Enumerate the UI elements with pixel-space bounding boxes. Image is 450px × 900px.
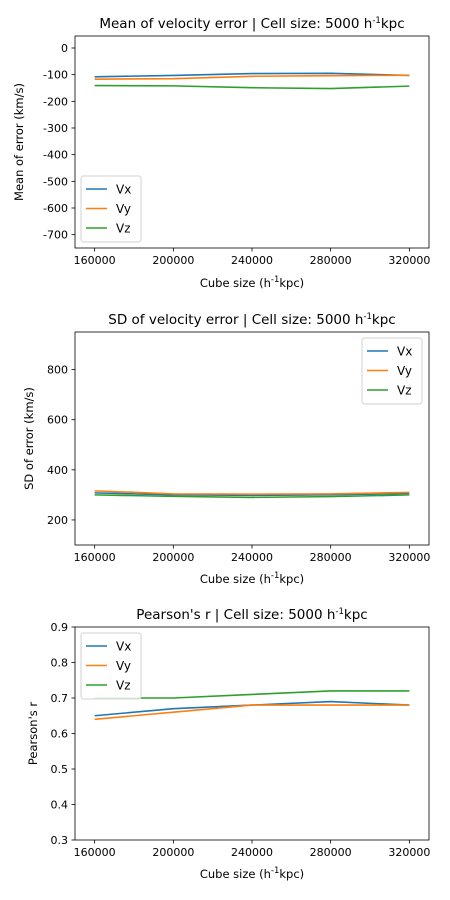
x-tick-label: 160000 [74, 254, 116, 267]
x-tick-label: 280000 [310, 254, 352, 267]
y-tick-label: 0.7 [51, 692, 69, 705]
x-tick-label: 320000 [388, 846, 430, 859]
legend-label-vy: Vy [116, 202, 131, 216]
x-tick-label: 280000 [310, 551, 352, 564]
x-tick-label: 280000 [310, 846, 352, 859]
legend-label-vy: Vy [397, 364, 412, 378]
y-axis-label: SD of error (km/s) [22, 387, 36, 490]
series-line-vz [94, 84, 410, 90]
chart-panel-2: SD of velocity error | Cell size: 5000 h… [22, 312, 430, 586]
y-tick-label: -600 [43, 202, 68, 215]
legend-box [80, 175, 142, 243]
legend-label-vx: Vx [397, 345, 412, 359]
y-tick-label: 0.9 [51, 621, 69, 634]
y-tick-label: -100 [43, 69, 68, 82]
y-tick-label: 400 [47, 464, 68, 477]
y-tick-label: 200 [47, 514, 68, 527]
legend: Vx Vy Vz [361, 337, 423, 405]
y-tick-label: 0.3 [51, 834, 69, 847]
x-tick-label: 160000 [74, 846, 116, 859]
x-tick-label: 240000 [231, 846, 273, 859]
y-tick-label: -700 [43, 229, 68, 242]
chart-title: Pearson's r | Cell size: 5000 h-1kpc [136, 607, 367, 623]
legend-label-vz: Vz [116, 679, 131, 693]
x-tick-label: 240000 [231, 551, 273, 564]
chart-title: SD of velocity error | Cell size: 5000 h… [108, 312, 395, 328]
series-line-vx [94, 700, 410, 717]
x-axis-label: Cube size (h-1kpc) [200, 571, 304, 586]
legend: Vx Vy Vz [80, 175, 142, 243]
legend-label-vz: Vz [116, 222, 131, 236]
series-line-vy [94, 490, 410, 495]
legend-label-vz: Vz [397, 384, 412, 398]
x-tick-label: 240000 [231, 254, 273, 267]
series-line-vy [94, 74, 410, 80]
x-tick-label: 200000 [152, 254, 194, 267]
y-tick-label: 600 [47, 414, 68, 427]
y-tick-label: -400 [43, 149, 68, 162]
y-axis-label: Mean of error (km/s) [12, 83, 26, 201]
y-tick-label: -200 [43, 95, 68, 108]
x-tick-label: 320000 [388, 551, 430, 564]
legend-label-vx: Vx [116, 183, 131, 197]
legend-box [80, 632, 142, 700]
legend: Vx Vy Vz [80, 632, 142, 700]
series-line-vy [94, 704, 410, 721]
series-line-vx [94, 492, 410, 497]
y-tick-label: -300 [43, 122, 68, 135]
chart-title: Mean of velocity error | Cell size: 5000… [99, 16, 404, 32]
y-tick-label: 0.5 [51, 763, 69, 776]
series-line-vz [94, 690, 410, 699]
legend-box [361, 337, 423, 405]
y-tick-label: 0 [61, 42, 68, 55]
y-tick-label: 800 [47, 364, 68, 377]
chart-panel-1: Mean of velocity error | Cell size: 5000… [12, 16, 430, 290]
y-tick-label: -500 [43, 175, 68, 188]
x-tick-label: 200000 [152, 846, 194, 859]
x-axis-label: Cube size (h-1kpc) [200, 866, 304, 881]
series-line-vx [94, 72, 410, 78]
legend-label-vx: Vx [116, 640, 131, 654]
y-tick-label: 0.4 [51, 799, 69, 812]
legend-label-vy: Vy [116, 659, 131, 673]
x-axis-label: Cube size (h-1kpc) [200, 275, 304, 290]
y-tick-label: 0.6 [51, 728, 69, 741]
series-line-vz [94, 494, 410, 499]
y-axis-label: Pearson's r [26, 702, 40, 765]
y-tick-label: 0.8 [51, 657, 69, 670]
x-tick-label: 320000 [388, 254, 430, 267]
chart-panel-3: Pearson's r | Cell size: 5000 h-1kpc 1600… [26, 607, 430, 881]
x-tick-label: 200000 [152, 551, 194, 564]
x-tick-label: 160000 [74, 551, 116, 564]
